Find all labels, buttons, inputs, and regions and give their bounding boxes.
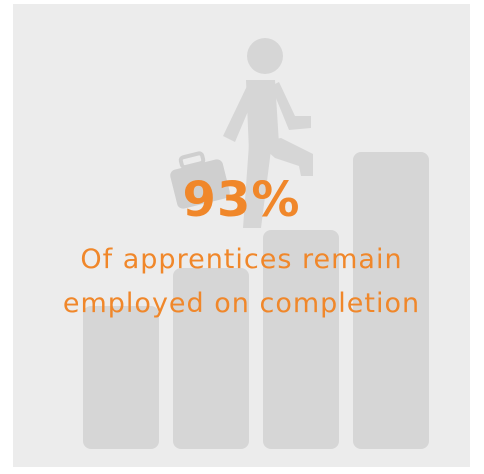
walking-person-figure [223,38,313,228]
step-bar-4 [353,152,429,449]
step-bar-2 [173,268,249,449]
person-head [247,38,283,74]
caption-line-1: Of apprentices remain [80,244,403,275]
stat-value: 93% [182,172,301,228]
stat-caption: Of apprentices remain employed on comple… [13,238,470,326]
step-bar-3 [263,230,339,449]
step-bar-1 [83,306,159,449]
caption-line-2: employed on completion [62,288,421,319]
briefcase-icon [170,151,230,209]
infographic-card: 93% Of apprentices remain employed on co… [13,4,470,467]
person-climbing-steps-icon [83,38,429,449]
